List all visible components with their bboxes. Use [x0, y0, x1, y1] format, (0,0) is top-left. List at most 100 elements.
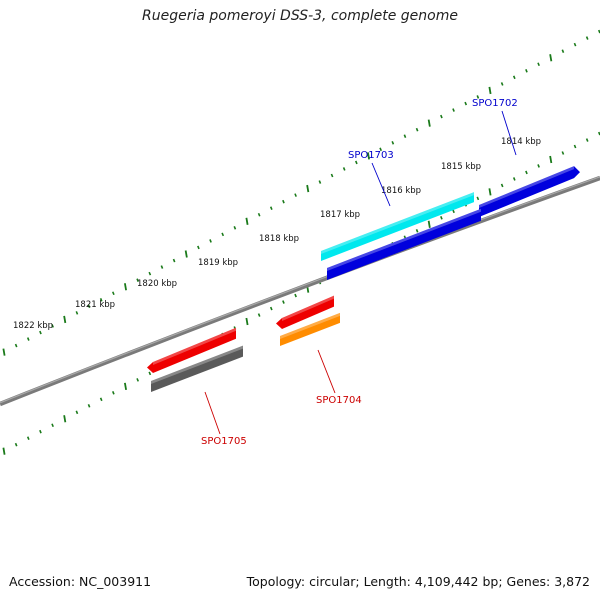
- feature-spo1705-bevel: [151, 345, 243, 384]
- major-tick: [63, 415, 67, 423]
- minor-tick: [14, 442, 18, 447]
- minor-tick: [561, 151, 565, 155]
- minor-tick: [391, 140, 395, 145]
- minor-tick: [112, 391, 115, 395]
- feature-red-1: [147, 327, 236, 373]
- minor-tick: [330, 173, 334, 178]
- feature-spo1702: [479, 166, 580, 217]
- kbp-label: 1819 kbp: [198, 258, 238, 268]
- minor-tick: [561, 49, 565, 53]
- feature-spo1703-body: [321, 192, 474, 261]
- major-tick: [367, 152, 370, 160]
- upper-tick-row: [2, 29, 600, 356]
- genome-summary-text: Topology: circular; Length: 4,109,442 bp…: [246, 574, 590, 589]
- feature-upper-blue: [327, 208, 481, 280]
- kbp-label: 1816 kbp: [381, 186, 421, 196]
- minor-tick: [294, 193, 297, 197]
- minor-tick: [342, 167, 346, 171]
- genome-backbone: [0, 175, 600, 407]
- major-tick: [124, 382, 127, 390]
- minor-tick: [452, 108, 455, 112]
- minor-tick: [99, 298, 103, 302]
- minor-tick: [99, 397, 103, 402]
- leader-line: [501, 110, 517, 156]
- leader-line: [317, 349, 336, 394]
- feature-spo1705-body: [151, 345, 243, 392]
- minor-tick: [500, 82, 504, 86]
- minor-tick: [136, 278, 139, 282]
- feature-red-2: [276, 295, 334, 329]
- minor-tick: [537, 164, 540, 168]
- kbp-labels: 1814 kbp 1815 kbp 1816 kbp 1817 kbp 1818 kbp…: [13, 137, 541, 331]
- major-tick: [306, 184, 310, 193]
- minor-tick: [355, 160, 358, 165]
- major-tick: [245, 217, 249, 225]
- minor-tick: [525, 69, 528, 73]
- kbp-label: 1822 kbp: [13, 321, 53, 331]
- minor-tick: [148, 271, 152, 276]
- minor-tick: [209, 239, 212, 243]
- kbp-label: 1821 kbp: [75, 300, 115, 310]
- lower-tick-row: [2, 131, 600, 455]
- minor-tick: [440, 114, 443, 119]
- minor-tick: [172, 258, 176, 263]
- minor-tick: [452, 209, 455, 214]
- major-tick: [488, 86, 492, 95]
- major-tick: [2, 447, 6, 455]
- minor-tick: [160, 265, 164, 269]
- minor-tick: [476, 196, 480, 201]
- minor-tick: [26, 436, 30, 440]
- minor-tick: [585, 138, 589, 142]
- minor-tick: [573, 42, 577, 47]
- feature-spo1704-body: [280, 312, 340, 346]
- feature-spo1703: [321, 192, 474, 261]
- minor-tick: [75, 311, 79, 315]
- leader-line: [371, 162, 391, 207]
- gene-features: [147, 166, 580, 392]
- minor-tick: [39, 330, 42, 335]
- minor-tick: [51, 423, 54, 428]
- major-tick: [488, 188, 492, 196]
- minor-tick: [136, 378, 139, 382]
- accession-text: Accession: NC_003911: [9, 574, 152, 589]
- minor-tick: [512, 177, 516, 181]
- feature-red-2-bevel: [282, 295, 334, 321]
- minor-tick: [87, 403, 91, 408]
- feature-spo1704: [280, 312, 340, 346]
- minor-tick: [75, 410, 79, 415]
- gene-label-spo1703: SPO1703: [348, 150, 394, 161]
- kbp-label: 1820 kbp: [137, 279, 177, 289]
- minor-tick: [464, 101, 468, 106]
- major-tick: [184, 250, 188, 258]
- feature-red-1-bevel: [153, 327, 236, 365]
- kbp-label: 1814 kbp: [501, 137, 541, 147]
- minor-tick: [257, 212, 261, 217]
- minor-tick: [585, 36, 589, 40]
- minor-tick: [379, 147, 382, 152]
- gene-labels: SPO1702 SPO1703 SPO1704 SPO1705: [201, 98, 518, 447]
- map-title: Ruegeria pomeroyi DSS-3, complete genome: [142, 8, 458, 24]
- minor-tick: [415, 127, 419, 132]
- minor-tick: [476, 95, 480, 99]
- minor-tick: [112, 291, 115, 296]
- feature-red-1-body: [147, 327, 236, 373]
- minor-tick: [512, 75, 516, 80]
- minor-tick: [197, 245, 200, 250]
- backbone-line: [0, 175, 600, 407]
- minor-tick: [415, 228, 419, 233]
- gene-label-spo1702: SPO1702: [472, 98, 518, 109]
- tick-rows: [2, 29, 600, 455]
- minor-tick: [537, 62, 540, 67]
- minor-tick: [282, 300, 285, 304]
- minor-tick: [257, 313, 261, 317]
- major-tick: [549, 54, 553, 62]
- feature-upper-blue-body: [327, 208, 481, 280]
- minor-tick: [14, 343, 18, 348]
- gene-label-spo1705: SPO1705: [201, 436, 247, 447]
- backbone-highlight: [0, 176, 600, 404]
- feature-spo1705: [151, 345, 243, 392]
- leader-line: [204, 391, 221, 435]
- major-tick: [2, 348, 6, 356]
